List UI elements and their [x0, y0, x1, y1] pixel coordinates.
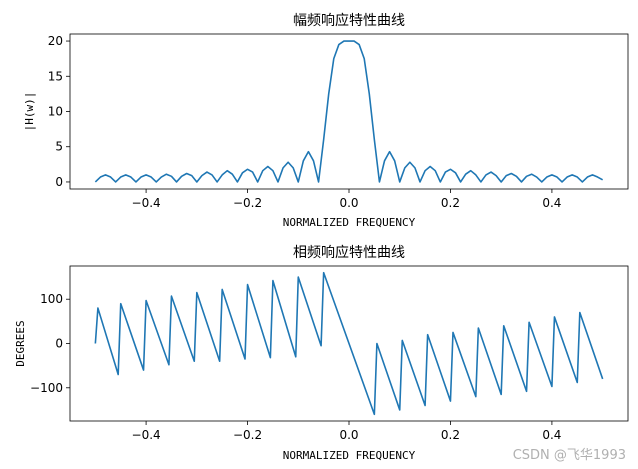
- phase-x-tick-label: −0.2: [233, 428, 262, 442]
- amplitude-y-axis-label: |H(w)|: [23, 92, 36, 132]
- phase-chart-title: 相频响应特性曲线: [293, 244, 405, 261]
- amplitude-y-tick-label: 10: [48, 105, 63, 119]
- amplitude-y-tick-label: 15: [48, 69, 63, 83]
- phase-x-axis-label: NORMALIZED FREQUENCY: [283, 449, 416, 462]
- watermark: CSDN @飞华1993: [512, 448, 626, 463]
- phase-x-tick-label: 0.4: [542, 428, 561, 442]
- phase-x-tick-label: 0.2: [441, 428, 460, 442]
- phase-y-axis-label: DEGREES: [14, 320, 27, 366]
- phase-series-line: [94, 271, 604, 416]
- phase-response-chart: 相频响应特性曲线 −0.4 −0.2 0.0 0.2 0.4 −100 0 100 NORMALI…: [14, 244, 629, 462]
- phase-y-tick-label: 100: [40, 292, 63, 306]
- amplitude-y-tick-label: 20: [48, 34, 63, 48]
- phase-x-tick-label: 0.0: [339, 428, 358, 442]
- phase-y-tick-label: 0: [55, 337, 63, 351]
- amplitude-y-tick-label: 0: [55, 175, 63, 189]
- phase-x-tick-label: −0.4: [132, 428, 161, 442]
- amplitude-x-tick-label: 0.2: [441, 196, 460, 210]
- amplitude-y-tick-label: 5: [55, 140, 63, 154]
- amplitude-axes-frame: [69, 33, 629, 190]
- amplitude-chart-title: 幅频响应特性曲线: [293, 12, 405, 29]
- amplitude-x-axis-label: NORMALIZED FREQUENCY: [283, 216, 416, 229]
- amplitude-series-line: [94, 40, 604, 183]
- amplitude-x-tick-label: −0.4: [132, 196, 161, 210]
- amplitude-x-tick-label: 0.4: [542, 196, 561, 210]
- amplitude-response-chart: 幅频响应特性曲线 −0.4 −0.2 0.0 0.2 0.4 0 5 10 15 20 NORMALI…: [23, 12, 629, 229]
- amplitude-x-tick-label: −0.2: [233, 196, 262, 210]
- amplitude-x-tick-label: 0.0: [339, 196, 358, 210]
- phase-y-tick-label: −100: [30, 381, 63, 395]
